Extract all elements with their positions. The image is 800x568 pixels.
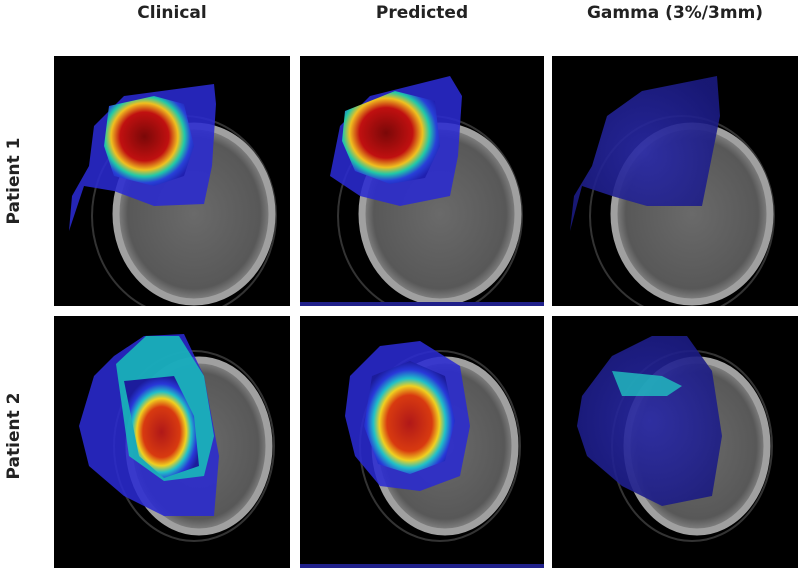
gamma-region [577, 336, 722, 506]
bottom-strip [300, 564, 544, 568]
row-label-patient-1: Patient 1 [4, 137, 24, 225]
row-label-patient-2: Patient 2 [4, 392, 24, 480]
panel-patient-2-clinical [54, 316, 290, 568]
dose-high-region [364, 361, 455, 474]
panel-patient-2-gamma [552, 316, 798, 568]
dose-high-region [104, 96, 194, 186]
panel-patient-1-predicted [300, 56, 544, 306]
panel-patient-2-predicted [300, 316, 544, 568]
dose-high-region [342, 91, 440, 184]
column-title-clinical: Clinical [137, 3, 207, 23]
gamma-region [570, 76, 720, 231]
bottom-strip [300, 302, 544, 306]
panel-patient-1-clinical [54, 56, 290, 306]
dose-high-region [124, 376, 199, 478]
gamma-highlight [612, 371, 682, 396]
panel-patient-1-gamma [552, 56, 798, 306]
column-title-gamma: Gamma (3%/3mm) [586, 3, 764, 23]
column-title-predicted: Predicted [375, 3, 469, 23]
